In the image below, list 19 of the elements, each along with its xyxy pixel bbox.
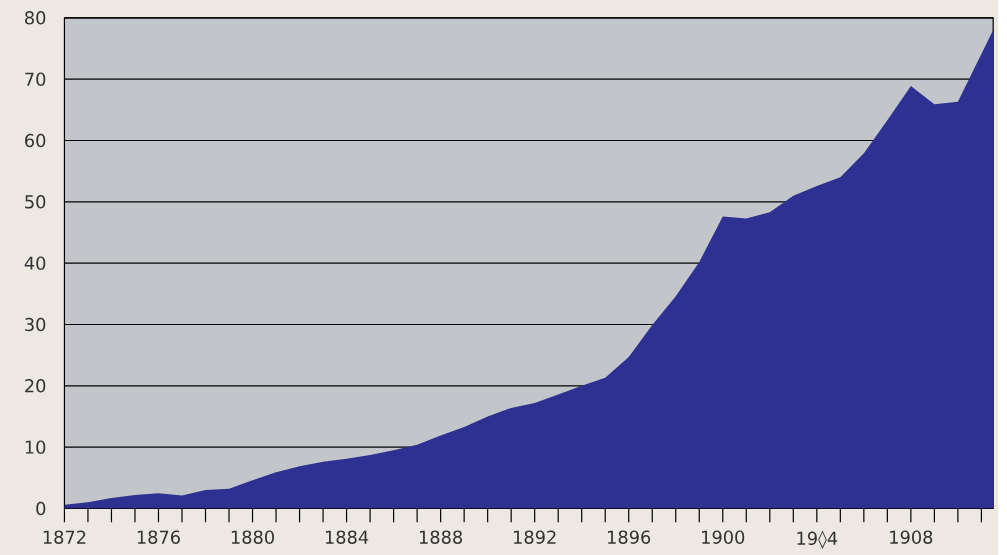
- y-tick-label: 30: [25, 317, 46, 332]
- x-tick-label: 1888: [419, 530, 463, 544]
- x-tick-label: 1872: [43, 530, 86, 544]
- x-tick-label: 1892: [514, 530, 556, 544]
- y-tick-label: 40: [24, 256, 46, 270]
- y-tick-label: 80: [25, 11, 46, 25]
- x-tick-label: 19◊4: [797, 530, 838, 549]
- y-tick-label: 20: [25, 379, 46, 393]
- x-tick-label: 1896: [608, 530, 651, 544]
- x-tick-label: 1884: [325, 530, 369, 544]
- x-tick-label: 1908: [890, 530, 933, 544]
- x-tick-label: 1900: [702, 530, 745, 544]
- y-tick-label: 0: [36, 501, 46, 516]
- y-tick-label: 10: [25, 440, 46, 454]
- y-tick-label: 50: [25, 195, 46, 209]
- x-tick-label: 1880: [231, 530, 274, 544]
- x-tick-label: 1876: [137, 530, 180, 544]
- y-tick-label: 70: [25, 72, 46, 86]
- y-tick-label: 60: [25, 133, 46, 148]
